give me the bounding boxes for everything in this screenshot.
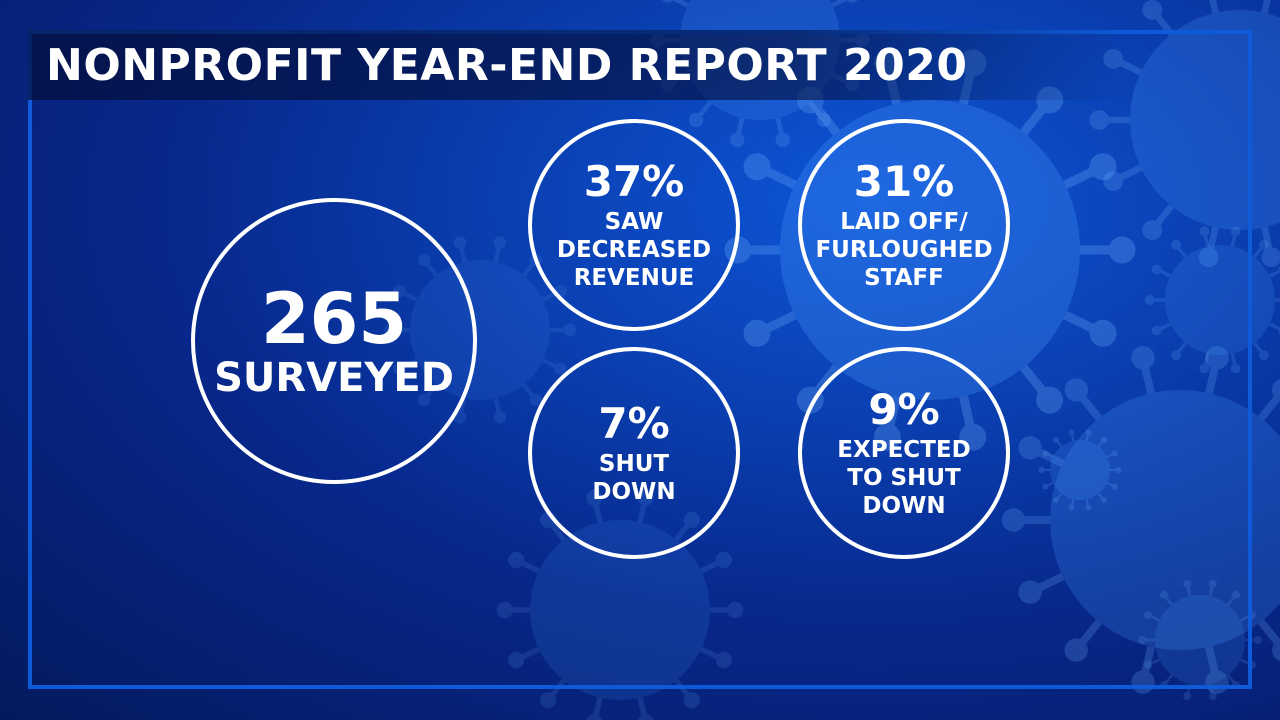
stat-value: 37% — [583, 157, 685, 206]
stat-circle-laid-off-staff: 31% LAID OFF/ FURLOUGHED STAFF — [798, 119, 1010, 331]
stat-value: 7% — [598, 399, 670, 448]
surveyed-circle: 265 SURVEYED — [191, 198, 477, 484]
virus-particle — [496, 489, 744, 720]
stat-value: 9% — [868, 385, 940, 434]
virus-particle — [1138, 579, 1262, 701]
stat-circle-shut-down: 7% SHUT DOWN — [528, 347, 740, 559]
surveyed-label: SURVEYED — [214, 355, 454, 401]
stat-label-line: REVENUE — [573, 265, 695, 291]
stat-label-line: EXPECTED — [837, 437, 971, 463]
stat-label-line: DECREASED — [556, 237, 712, 263]
virus-particle — [1001, 346, 1280, 694]
virus-particle — [1089, 0, 1280, 268]
virus-particle — [1144, 226, 1280, 374]
stat-label-line: FURLOUGHED — [815, 237, 993, 263]
stat-label-line: SAW — [604, 209, 664, 235]
stat-label-line: STAFF — [864, 265, 944, 291]
stat-label-line: DOWN — [592, 479, 676, 505]
stat-label-line: DOWN — [862, 493, 946, 519]
stat-label-line: SHUT — [598, 451, 670, 477]
title-bar — [28, 30, 1128, 100]
stat-value: 31% — [853, 157, 955, 206]
surveyed-number: 265 — [260, 278, 408, 360]
stat-circle-decreased-revenue: 37% SAW DECREASED REVENUE — [528, 119, 740, 331]
stat-circle-expected-to-shut-down: 9% EXPECTED TO SHUT DOWN — [798, 347, 1010, 559]
stat-label-line: TO SHUT — [847, 465, 961, 491]
page-title: NONPROFIT YEAR-END REPORT 2020 — [46, 40, 968, 91]
virus-particle — [1038, 429, 1122, 511]
stat-label-line: LAID OFF/ — [840, 209, 968, 235]
